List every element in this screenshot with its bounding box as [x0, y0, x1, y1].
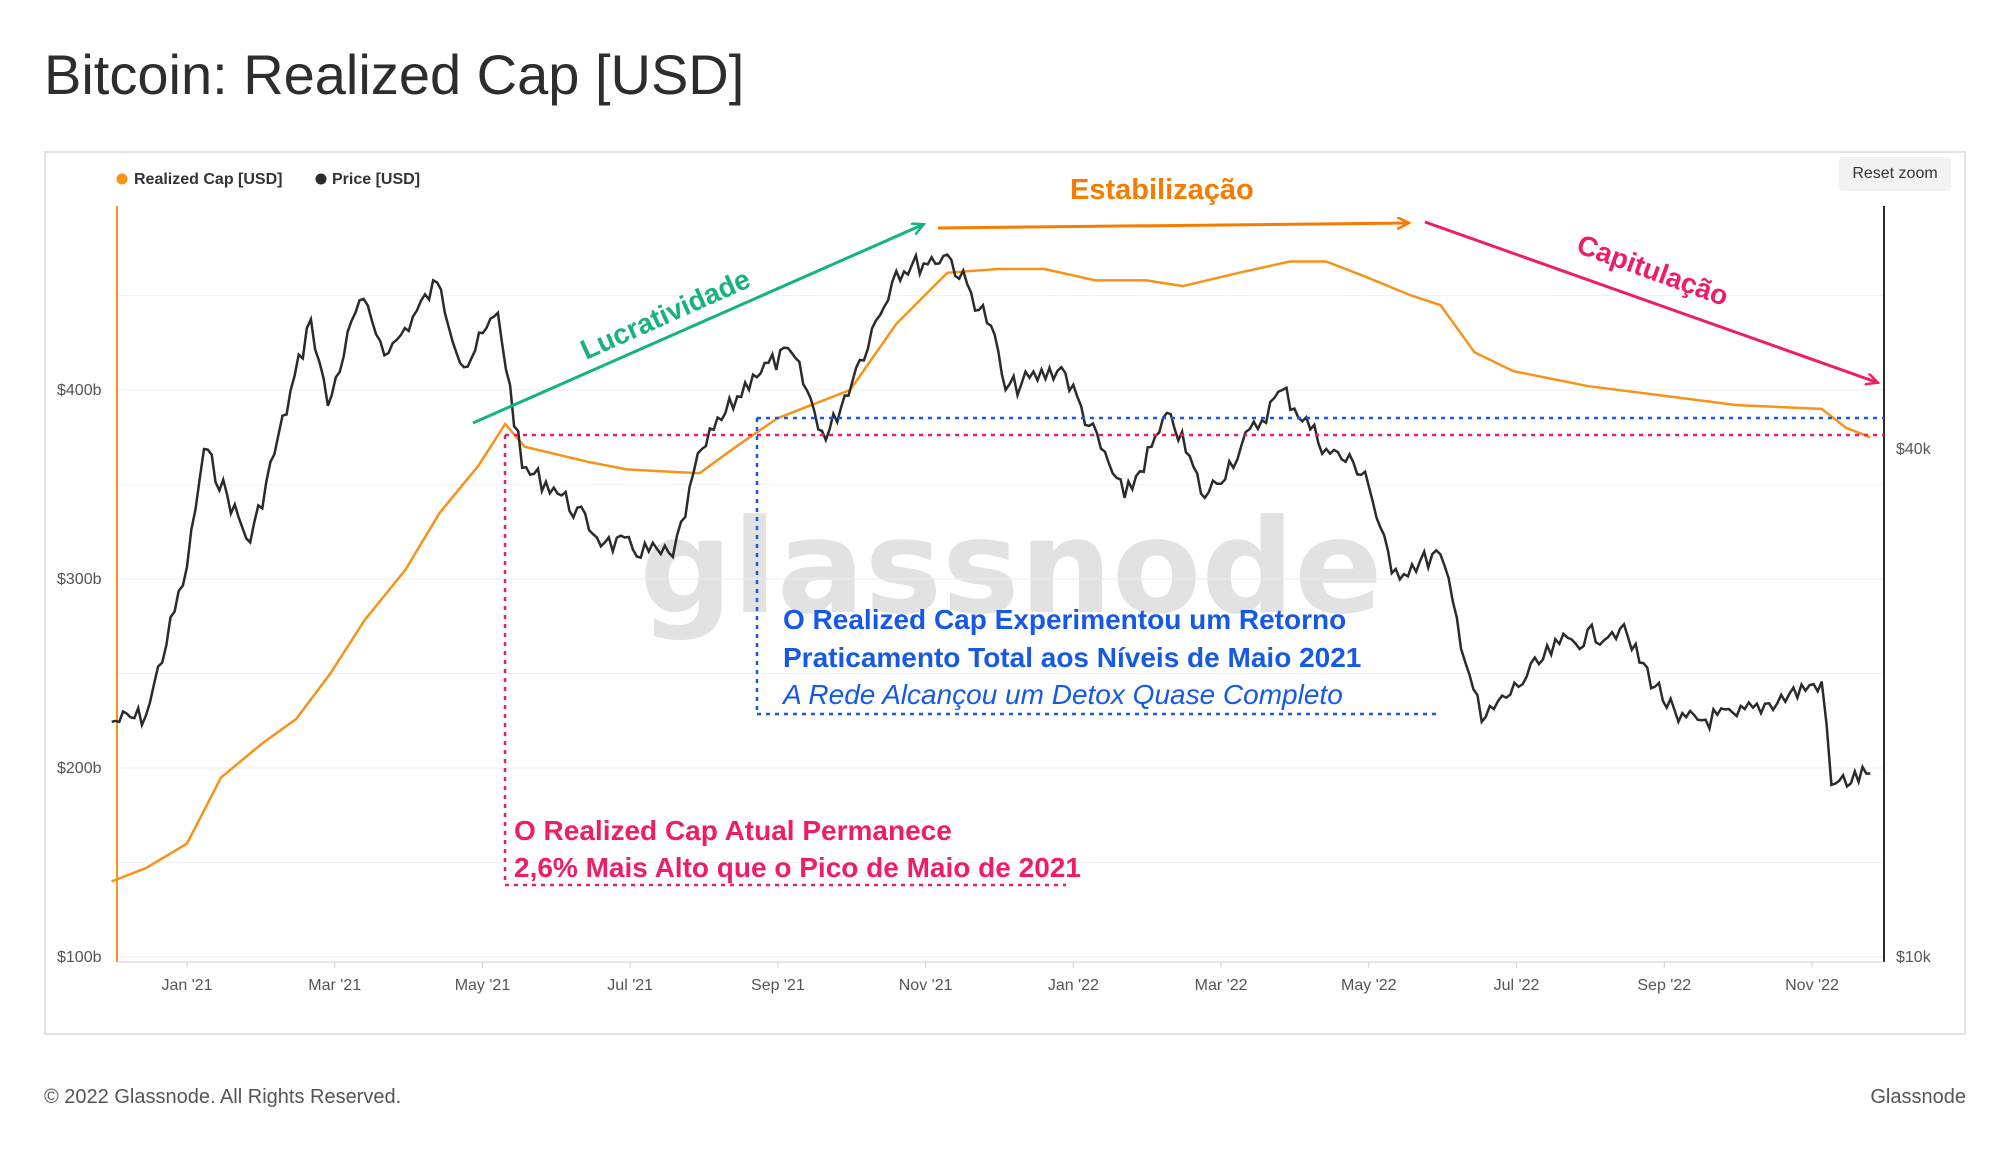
x-tick-label: Jul '22	[1494, 977, 1540, 994]
series-price	[111, 251, 1871, 789]
x-tick-label: Jan '22	[1048, 977, 1099, 994]
blue-annotation-line1: O Realized Cap Experimentou um Retorno	[783, 604, 1346, 635]
reset-zoom-button[interactable]: Reset zoom	[1839, 157, 1951, 191]
capitulacao-label: Capitulação	[1573, 229, 1733, 312]
legend-price-label[interactable]: Price [USD]	[332, 171, 420, 188]
capitulacao-arrow	[1424, 220, 1876, 382]
gridlines	[117, 295, 1884, 958]
lucratividade-arrow	[472, 225, 922, 425]
x-tick-label: Sep '21	[751, 977, 805, 994]
x-tick-label: Mar '22	[1195, 977, 1248, 994]
blue-annotation-line2: Praticamento Total aos Níveis de Maio 20…	[783, 642, 1361, 673]
y-left-tick-label: $100b	[57, 949, 102, 966]
watermark: glassnode	[639, 491, 1382, 643]
legend-price-dot	[315, 173, 327, 185]
x-tick-label: Nov '22	[1785, 977, 1839, 994]
series-realized-cap	[111, 260, 1871, 883]
y-right-tick-label: $10k	[1896, 949, 1932, 966]
y-left-tick-label: $300b	[57, 571, 102, 588]
legend-realized-label[interactable]: Realized Cap [USD]	[134, 171, 282, 188]
pink-annotation-line2: 2,6% Mais Alto que o Pico de Maio de 202…	[514, 852, 1081, 883]
x-tick-label: Jul '21	[607, 977, 653, 994]
annotation-guides	[503, 416, 1884, 887]
x-axis: Jan '21 Mar '21 May '21 Jul '21 Sep '21 Nov '…	[161, 962, 1839, 994]
y-axis-left: $100b $200b $300b $400b	[57, 382, 102, 966]
legend-realized-dot	[116, 173, 128, 185]
lucratividade-label: Lucratividade	[576, 263, 755, 365]
y-axis-right: $10k $40k	[1896, 441, 1932, 966]
x-tick-label: May '22	[1341, 977, 1397, 994]
chart-frame	[44, 151, 1966, 1035]
y-right-tick-label: $40k	[1896, 441, 1932, 458]
estabilizacao-label: Estabilização	[1070, 174, 1254, 206]
blue-annotation-line3: A Rede Alcançou um Detox Quase Completo	[781, 679, 1343, 710]
legend: Realized Cap [USD] Price [USD]	[116, 171, 420, 188]
y-left-tick-label: $200b	[57, 760, 102, 777]
pink-annotation-line1: O Realized Cap Atual Permanece	[514, 815, 952, 846]
y-left-tick-label: $400b	[57, 382, 102, 399]
x-tick-label: Nov '21	[899, 977, 953, 994]
page-title: Bitcoin: Realized Cap [USD]	[44, 43, 745, 106]
estabilizacao-arrow	[937, 223, 1407, 228]
x-tick-label: Sep '22	[1637, 977, 1691, 994]
footer-copyright: © 2022 Glassnode. All Rights Reserved.	[44, 1086, 402, 1108]
x-tick-label: May '21	[455, 977, 511, 994]
x-tick-label: Jan '21	[161, 977, 212, 994]
x-tick-label: Mar '21	[308, 977, 361, 994]
footer-brand: Glassnode	[1870, 1086, 1966, 1108]
